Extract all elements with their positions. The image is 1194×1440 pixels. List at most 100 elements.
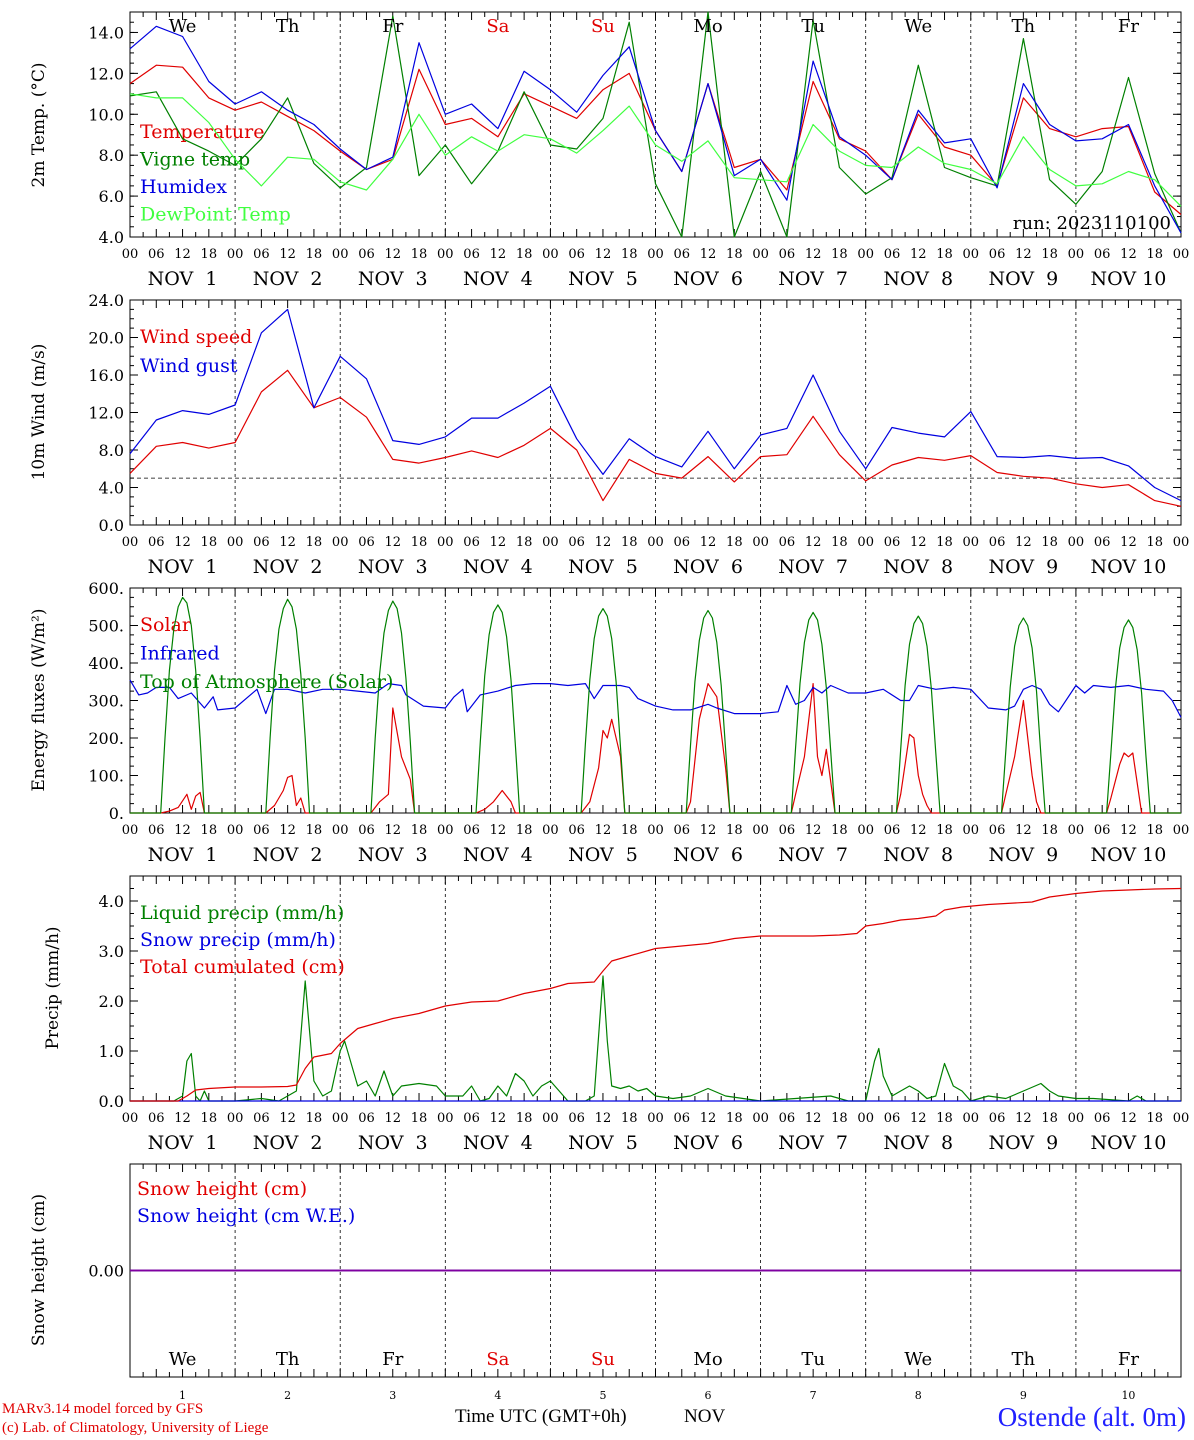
weekday-label: Th xyxy=(1012,1349,1036,1370)
hour-tick-label: 12 xyxy=(700,535,717,550)
y-tick-label: 3.0 xyxy=(99,942,124,961)
hour-tick-label: 06 xyxy=(358,247,375,262)
y-tick-label: 12.0 xyxy=(88,64,124,83)
date-label: NOV 10 xyxy=(1091,844,1167,866)
hour-tick-label: 12 xyxy=(1015,535,1032,550)
date-label: NOV 8 xyxy=(883,844,953,866)
series-line xyxy=(129,369,1182,507)
hour-tick-label: 00 xyxy=(332,823,349,838)
date-label: NOV 3 xyxy=(358,268,428,290)
hour-tick-label: 06 xyxy=(674,1111,691,1126)
hour-tick-label: 06 xyxy=(1094,535,1111,550)
hour-tick-label: 12 xyxy=(1015,247,1032,262)
date-label: NOV 4 xyxy=(463,268,533,290)
hour-tick-label: 18 xyxy=(306,823,323,838)
weekday-label: We xyxy=(169,16,197,37)
y-tick-label: 100. xyxy=(88,767,124,786)
weekday-label: Su xyxy=(591,16,615,37)
weekday-label: Sa xyxy=(486,16,509,37)
y-tick-label: 0.00 xyxy=(88,1262,124,1281)
hour-tick-label: 06 xyxy=(253,823,270,838)
y-tick-label: 600. xyxy=(88,579,124,598)
hour-tick-label: 00 xyxy=(1173,823,1190,838)
hour-tick-label: 00 xyxy=(857,247,874,262)
legend-entry: Temperature xyxy=(140,121,264,143)
time-axis-unit: NOV xyxy=(684,1406,726,1427)
legend-entry: Wind gust xyxy=(140,355,238,377)
hour-tick-label: 18 xyxy=(831,247,848,262)
weekday-label: Tu xyxy=(801,16,825,37)
y-tick-label: 500. xyxy=(88,617,124,636)
hour-tick-label: 06 xyxy=(779,823,796,838)
y-tick-label: 14.0 xyxy=(88,23,124,42)
weekday-label: Sa xyxy=(486,1349,509,1370)
date-label: NOV 7 xyxy=(778,268,848,290)
legend-entry: Snow height (cm W.E.) xyxy=(137,1205,355,1227)
hour-tick-label: 00 xyxy=(752,247,769,262)
date-label: NOV 1 xyxy=(148,844,218,866)
day-number-label: 7 xyxy=(810,1389,817,1402)
day-number-label: 2 xyxy=(284,1389,291,1402)
weekday-label: Th xyxy=(276,1349,300,1370)
hour-tick-label: 18 xyxy=(516,247,533,262)
hour-tick-label: 00 xyxy=(122,535,139,550)
hour-tick-label: 06 xyxy=(989,1111,1006,1126)
hour-tick-label: 06 xyxy=(463,247,480,262)
series-line xyxy=(130,596,1181,814)
hour-tick-label: 12 xyxy=(1120,1111,1137,1126)
hour-tick-label: 06 xyxy=(674,823,691,838)
hour-tick-label: 00 xyxy=(332,1111,349,1126)
hour-tick-label: 00 xyxy=(437,535,454,550)
legend-entry: Wind speed xyxy=(140,326,252,348)
hour-tick-label: 00 xyxy=(857,823,874,838)
hour-tick-label: 18 xyxy=(621,1111,638,1126)
hour-tick-label: 00 xyxy=(857,1111,874,1126)
date-label: NOV 9 xyxy=(988,844,1058,866)
weekday-label: We xyxy=(169,1349,197,1370)
date-label: NOV 5 xyxy=(568,844,638,866)
date-label: NOV 1 xyxy=(148,556,218,578)
hour-tick-label: 00 xyxy=(1068,1111,1085,1126)
legend-entry: Infrared xyxy=(140,643,220,665)
legend-entry: Humidex xyxy=(140,176,227,198)
hour-tick-label: 00 xyxy=(963,823,980,838)
date-label: NOV 4 xyxy=(463,844,533,866)
y-axis-label: Precip (mm/h) xyxy=(43,926,63,1049)
date-label: NOV 3 xyxy=(358,844,428,866)
hour-tick-label: 12 xyxy=(700,247,717,262)
hour-tick-label: 18 xyxy=(936,535,953,550)
hour-tick-label: 00 xyxy=(752,823,769,838)
hour-tick-label: 12 xyxy=(174,823,191,838)
y-tick-label: 12.0 xyxy=(88,404,124,423)
hour-tick-label: 00 xyxy=(227,535,244,550)
weekday-label: Tu xyxy=(801,1349,825,1370)
date-label: NOV 10 xyxy=(1091,1132,1167,1154)
y-tick-label: 0. xyxy=(109,804,124,823)
date-label: NOV 9 xyxy=(988,1132,1058,1154)
hour-tick-label: 18 xyxy=(831,535,848,550)
y-tick-label: 4.0 xyxy=(99,479,124,498)
day-number-label: 4 xyxy=(494,1389,501,1402)
day-number-label: 10 xyxy=(1121,1389,1135,1402)
hour-tick-label: 12 xyxy=(1015,823,1032,838)
hour-tick-label: 12 xyxy=(279,1111,296,1126)
hour-tick-label: 18 xyxy=(1146,1111,1163,1126)
hour-tick-label: 00 xyxy=(647,247,664,262)
day-number-label: 5 xyxy=(599,1389,606,1402)
hour-tick-label: 00 xyxy=(752,1111,769,1126)
hour-tick-label: 06 xyxy=(358,535,375,550)
hour-tick-label: 12 xyxy=(384,535,401,550)
hour-tick-label: 18 xyxy=(411,247,428,262)
legend-entry: Snow precip (mm/h) xyxy=(140,929,336,951)
hour-tick-label: 18 xyxy=(1041,1111,1058,1126)
hour-tick-label: 18 xyxy=(306,535,323,550)
hour-tick-label: 18 xyxy=(726,823,743,838)
y-tick-label: 300. xyxy=(88,692,124,711)
hour-tick-label: 12 xyxy=(490,1111,507,1126)
hour-tick-label: 00 xyxy=(752,535,769,550)
date-label: NOV 2 xyxy=(253,1132,323,1154)
hour-tick-label: 12 xyxy=(384,1111,401,1126)
hour-tick-label: 12 xyxy=(279,247,296,262)
series-line xyxy=(129,11,1182,238)
hour-tick-label: 06 xyxy=(884,247,901,262)
